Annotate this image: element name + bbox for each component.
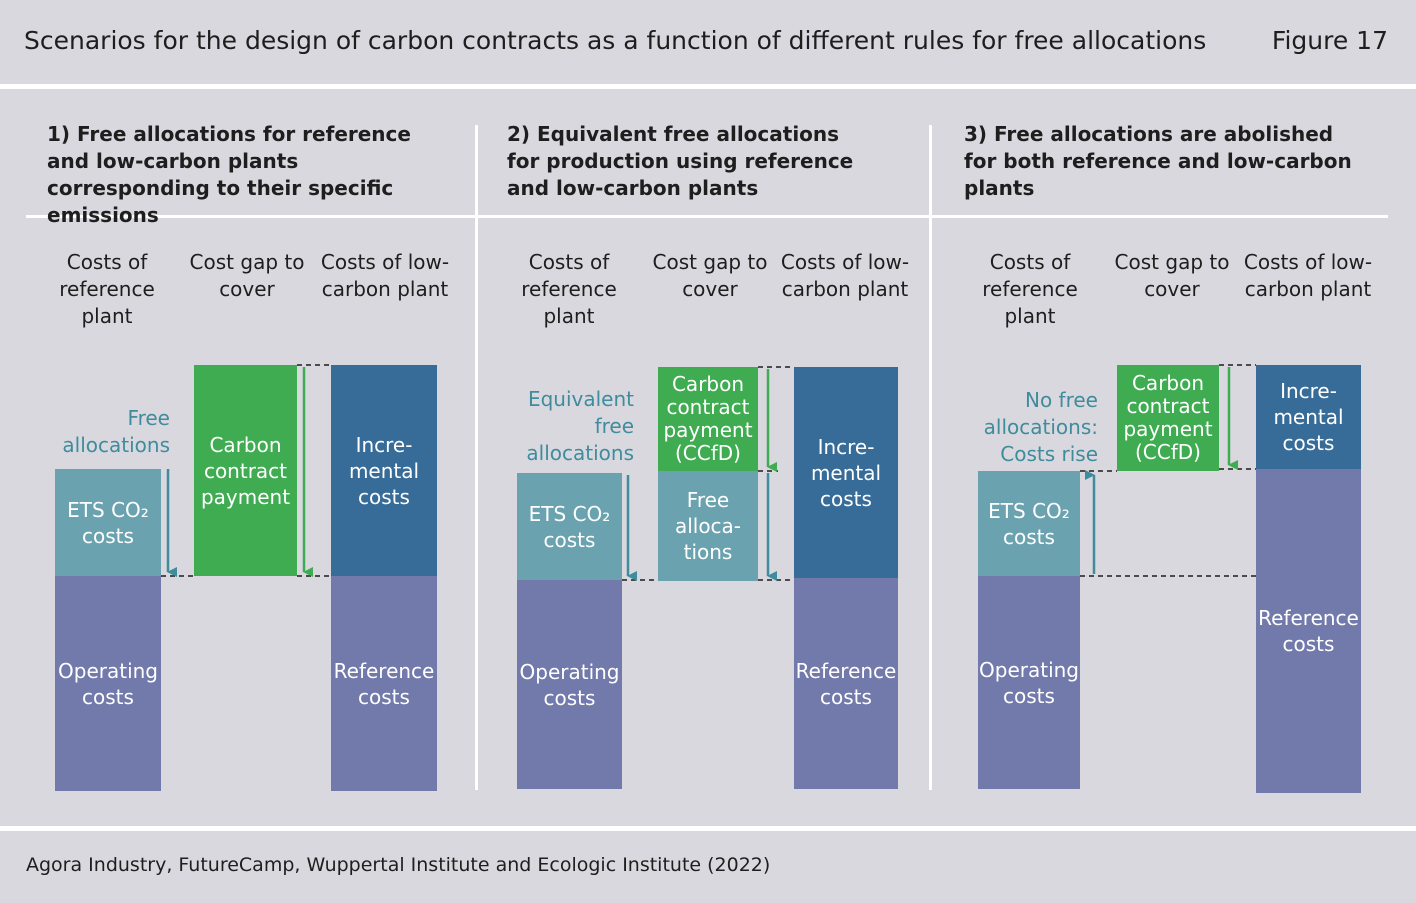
panel-1-reference-bar: Reference costs <box>331 576 437 791</box>
panel-2-ets-bar: ETS CO₂ costs <box>517 473 622 580</box>
panel-2-free-allocations-bar: Free alloca-tions <box>658 471 758 581</box>
panel-2-carbon-payment-bar: Carbon contract payment (CCfD) <box>658 367 758 471</box>
panel-1-col-gap: Cost gap to cover <box>189 250 305 301</box>
panel-1-note: Free allocations <box>62 406 170 457</box>
panel-3-carbon-payment-bar: Carbon contract payment (CCfD) <box>1117 365 1219 471</box>
panel-1-col-low-carbon: Costs of low-carbon plant <box>320 250 450 301</box>
panel-3-operating-bar: Operating costs <box>978 576 1080 789</box>
panel-separator-2 <box>929 125 932 790</box>
panel-1-incremental-bar: Incre-mental costs <box>331 365 437 576</box>
source-note: Agora Industry, FutureCamp, Wuppertal In… <box>26 854 771 876</box>
panel-3-title: 3) Free allocations are abolished for bo… <box>964 122 1352 200</box>
figure-number: Figure 17 <box>1271 26 1388 55</box>
panel-3-reference-bar: Reference costs <box>1256 469 1361 793</box>
panel-3-ets-bar: ETS CO₂ costs <box>978 471 1080 576</box>
panel-2-col-low-carbon: Costs of low-carbon plant <box>780 250 910 301</box>
panel-3-col-gap: Cost gap to cover <box>1114 250 1230 301</box>
header-divider <box>0 84 1416 89</box>
title-underline <box>26 215 1388 218</box>
figure-title: Scenarios for the design of carbon contr… <box>24 26 1207 55</box>
panel-1-operating-bar: Operating costs <box>55 576 161 791</box>
panel-1-title: 1) Free allocations for reference and lo… <box>47 122 411 227</box>
panel-3-note: No free allocations: Costs rise <box>983 388 1098 466</box>
panel-2-operating-bar: Operating costs <box>517 580 622 789</box>
panel-2-note: Equivalent free allocations <box>526 387 634 465</box>
panel-1-carbon-payment-bar: Carbon contract payment <box>194 365 297 576</box>
panel-3-col-reference: Costs of reference plant <box>982 250 1078 328</box>
panel-1-col-reference: Costs of reference plant <box>59 250 155 328</box>
panel-1-ets-bar: ETS CO₂ costs <box>55 469 161 576</box>
panel-2-col-gap: Cost gap to cover <box>652 250 768 301</box>
panel-3-col-low-carbon: Costs of low-carbon plant <box>1243 250 1373 301</box>
panel-separator-1 <box>475 125 478 790</box>
panel-2-title: 2) Equivalent free allocations for produ… <box>507 122 854 200</box>
panel-2-reference-bar: Reference costs <box>794 578 898 789</box>
footer-divider <box>0 826 1416 831</box>
panel-3-incremental-bar: Incre-mental costs <box>1256 365 1361 469</box>
panel-2-incremental-bar: Incre-mental costs <box>794 367 898 578</box>
panel-2-col-reference: Costs of reference plant <box>521 250 617 328</box>
